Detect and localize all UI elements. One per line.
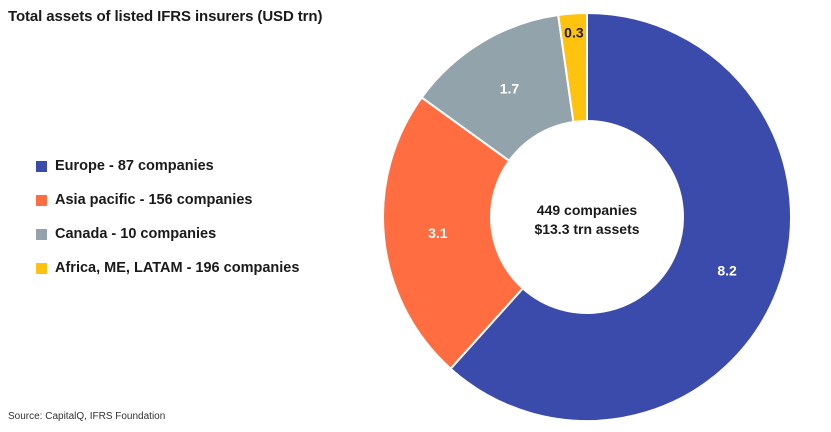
legend: Europe - 87 companies Asia pacific - 156…: [36, 156, 299, 292]
legend-swatch-europe: [36, 160, 47, 172]
legend-item-asia-pacific: Asia pacific - 156 companies: [36, 190, 299, 210]
legend-item-europe: Europe - 87 companies: [36, 156, 299, 176]
legend-label-asia-pacific: Asia pacific - 156 companies: [55, 192, 253, 208]
legend-item-canada: Canada - 10 companies: [36, 224, 299, 244]
legend-item-africa-me-latam: Africa, ME, LATAM - 196 companies: [36, 258, 299, 278]
center-label-companies: 449 companies: [537, 202, 638, 218]
center-label-assets: $13.3 trn assets: [534, 221, 639, 237]
source-note: Source: CapitalQ, IFRS Foundation: [8, 411, 166, 422]
slice-label-canada: 1.7: [500, 81, 520, 97]
donut-slices: [382, 11, 792, 422]
slice-label-asia-pacific: 3.1: [428, 225, 448, 241]
legend-swatch-canada: [36, 228, 47, 240]
donut-slice-labels: 8.2 3.1 1.7 0.3: [428, 24, 737, 278]
legend-swatch-asia-pacific: [36, 194, 47, 206]
legend-label-europe: Europe - 87 companies: [55, 158, 214, 174]
slice-label-europe: 8.2: [717, 263, 737, 279]
slice-asia-pacific: [382, 96, 525, 371]
slice-label-africa-me-latam: 0.3: [564, 24, 584, 40]
slice-europe: [449, 11, 792, 422]
slice-africa-me-latam: [557, 11, 588, 124]
legend-swatch-africa-me-latam: [36, 262, 47, 274]
legend-label-africa-me-latam: Africa, ME, LATAM - 196 companies: [55, 260, 300, 276]
chart-title: Total assets of listed IFRS insurers (US…: [8, 8, 323, 25]
legend-label-canada: Canada - 10 companies: [55, 226, 217, 242]
